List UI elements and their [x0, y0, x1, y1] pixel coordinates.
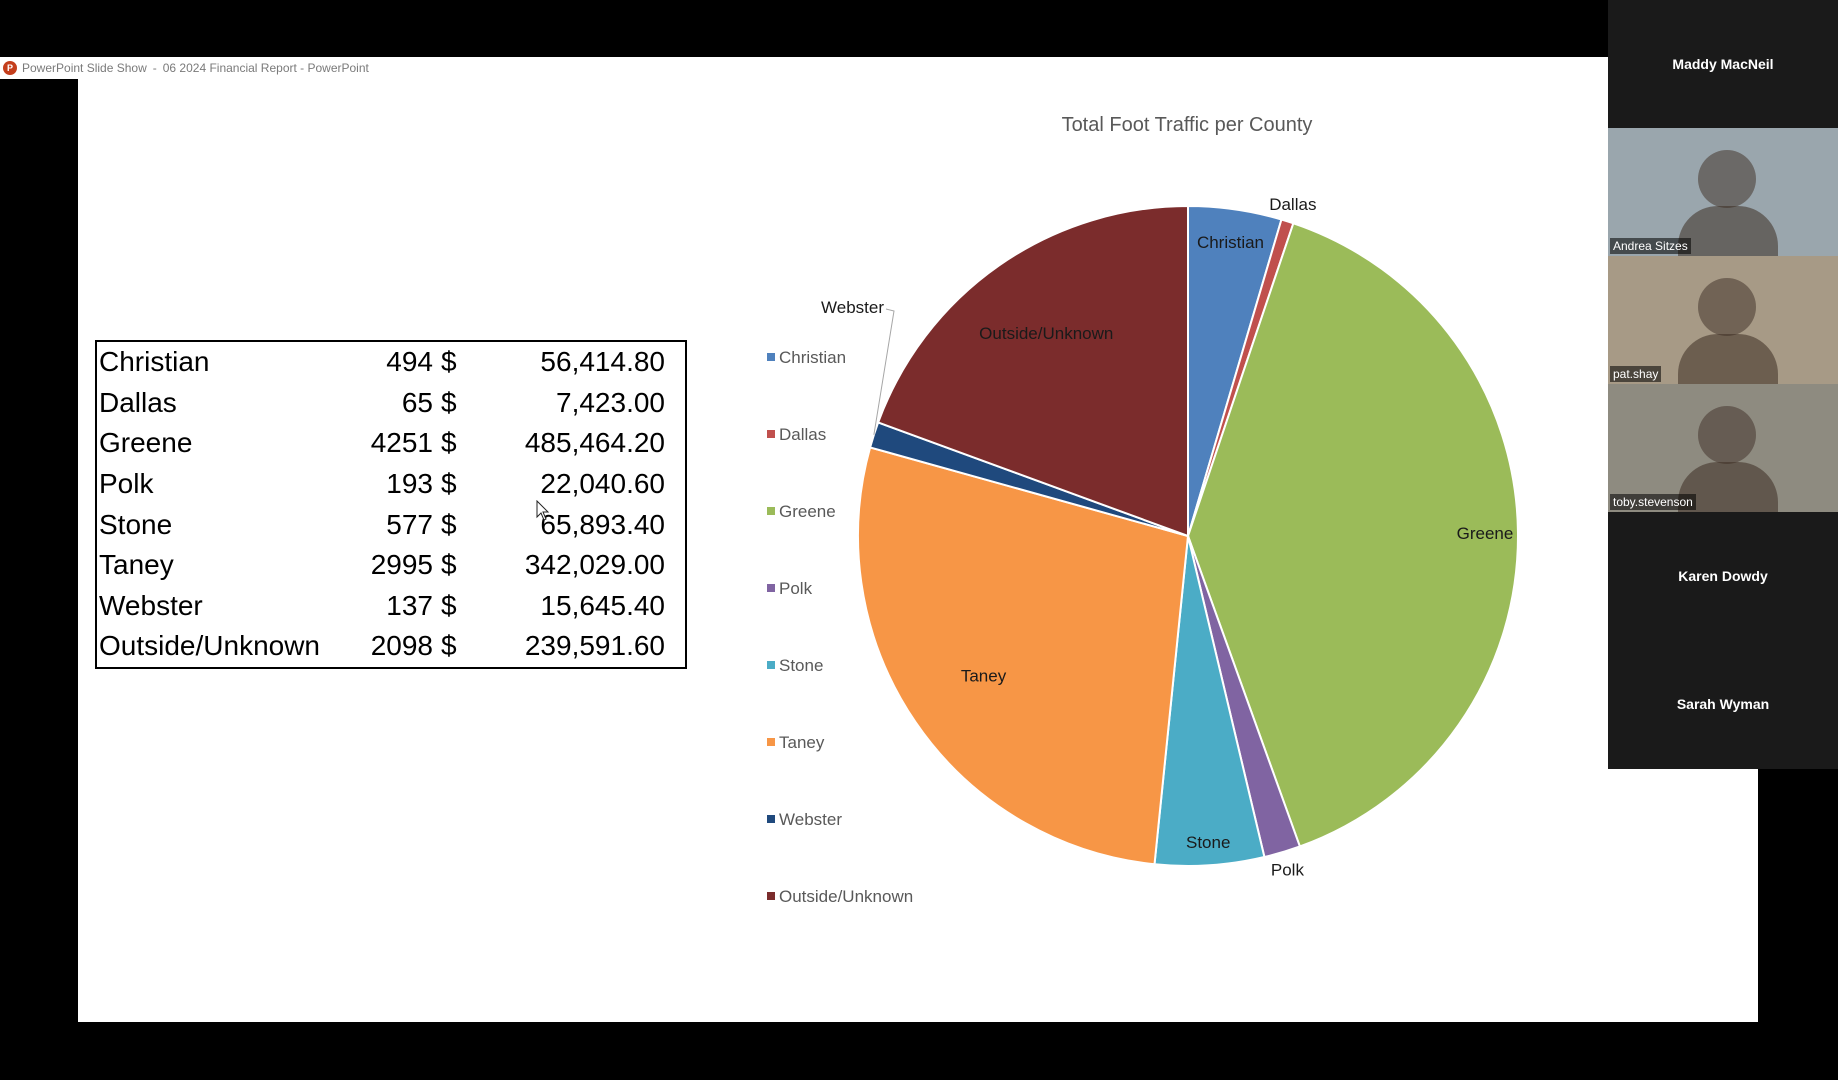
table-row: Dallas 65 $7,423.00: [96, 383, 686, 424]
data-label: Taney: [961, 666, 1007, 685]
participant-name: toby.stevenson: [1610, 494, 1696, 510]
participant-tile[interactable]: Karen Dowdy: [1608, 512, 1838, 640]
legend-entry: Stone: [779, 656, 823, 675]
table-row: Greene 4251 $485,464.20: [96, 423, 686, 464]
county-cell: Outside/Unknown: [99, 630, 321, 662]
amount-cell: 15,645.40: [540, 589, 665, 621]
data-label: Greene: [1457, 524, 1514, 543]
pie-slice-outside-unknown: [876, 204, 1189, 538]
legend-swatch: [767, 353, 775, 361]
legend-swatch: [767, 738, 775, 746]
legend-entry: Outside/Unknown: [779, 887, 913, 906]
participant-name: Sarah Wyman: [1676, 696, 1770, 712]
county-cell: Taney: [99, 549, 174, 581]
legend-entry: Greene: [779, 502, 836, 521]
count-cell: 65: [401, 386, 433, 418]
slide[interactable]: Christian 494 $56,414.80 Dallas 65 $7,423.00 G…: [78, 79, 1758, 1022]
legend-swatch: [767, 892, 775, 900]
count-cell: 494: [386, 346, 433, 378]
legend-entry: Polk: [779, 579, 813, 598]
amount-cell: 56,414.80: [540, 346, 665, 378]
pie-slice-greene: [1186, 221, 1519, 848]
pie-data-labels: Christian Dallas Greene Polk Stone Taney Webst…: [821, 195, 1513, 879]
legend-swatch: [767, 430, 775, 438]
table-row: Christian 494 $56,414.80: [96, 341, 686, 383]
participant-body-shape: [1678, 334, 1778, 384]
table-row: Stone 577 $65,893.40: [96, 504, 686, 545]
data-label: Outside/Unknown: [979, 324, 1113, 343]
county-cell: Webster: [99, 589, 203, 621]
amount-cell: 7,423.00: [556, 386, 665, 418]
count-cell: 193: [386, 468, 433, 500]
count-cell: 2098: [370, 630, 433, 662]
count-cell: 577: [386, 508, 433, 540]
participant-name: pat.shay: [1610, 366, 1662, 382]
participant-tile[interactable]: Sarah Wyman: [1608, 640, 1838, 768]
legend-entry: Webster: [779, 810, 842, 829]
table-row: Polk 193 $22,040.60: [96, 464, 686, 505]
participant-video-feed: [1698, 150, 1756, 208]
pie-chart: Total Foot Traffic per County Christian D…: [767, 114, 1519, 906]
county-cell: Christian: [99, 346, 210, 378]
amount-cell: 22,040.60: [540, 468, 665, 500]
data-label: Christian: [1197, 233, 1264, 252]
count-cell: 4251: [370, 427, 433, 459]
data-label: Webster: [821, 298, 884, 317]
app-name: PowerPoint Slide Show: [22, 61, 147, 75]
data-label: Polk: [1271, 860, 1305, 879]
currency-cell: $: [441, 346, 457, 378]
window-titlebar: P PowerPoint Slide Show - 06 2024 Financ…: [0, 57, 1608, 79]
participant-panel: Maddy MacNeil Andrea Sitzes pat.shay toby.s…: [1608, 0, 1838, 769]
amount-cell: 485,464.20: [524, 427, 665, 459]
county-cell: Polk: [99, 468, 154, 500]
participant-body-shape: [1678, 206, 1778, 256]
data-label: Stone: [1186, 833, 1230, 852]
legend-entry: Dallas: [779, 425, 826, 444]
document-title: 06 2024 Financial Report - PowerPoint: [162, 61, 369, 75]
participant-name: Karen Dowdy: [1678, 568, 1768, 584]
currency-cell: $: [441, 549, 457, 581]
chart-title: Total Foot Traffic per County: [1062, 114, 1313, 136]
currency-cell: $: [441, 630, 457, 662]
county-cell: Greene: [99, 427, 193, 459]
table-row: Webster 137 $15,645.40: [96, 586, 686, 627]
leader-line: [873, 308, 895, 435]
amount-cell: 239,591.60: [524, 630, 665, 662]
participant-video-feed: [1698, 278, 1756, 336]
county-cell: Dallas: [99, 386, 177, 418]
currency-cell: $: [441, 386, 457, 418]
mouse-cursor-icon: [536, 500, 550, 521]
participant-name: Maddy MacNeil: [1672, 56, 1774, 72]
amount-cell: 342,029.00: [524, 549, 665, 581]
legend-entry: Christian: [779, 348, 846, 367]
legend-swatch: [767, 661, 775, 669]
county-data-table: Christian 494 $56,414.80 Dallas 65 $7,423.00 G…: [95, 340, 687, 669]
participant-tile[interactable]: pat.shay: [1608, 256, 1838, 384]
data-label: Dallas: [1269, 195, 1316, 214]
currency-cell: $: [441, 427, 457, 459]
participant-tile[interactable]: toby.stevenson: [1608, 384, 1838, 512]
legend-swatch: [767, 507, 775, 515]
currency-cell: $: [441, 589, 457, 621]
amount-cell: 65,893.40: [540, 508, 665, 540]
legend-swatch: [767, 584, 775, 592]
participant-video-feed: [1698, 406, 1756, 464]
participant-tile[interactable]: Maddy MacNeil: [1608, 0, 1838, 128]
table-row: Outside/Unknown 2098 $239,591.60: [96, 626, 686, 668]
count-cell: 137: [386, 589, 433, 621]
legend-swatch: [767, 815, 775, 823]
count-cell: 2995: [370, 549, 433, 581]
powerpoint-icon: P: [3, 61, 17, 75]
title-separator: -: [152, 61, 157, 75]
legend-entry: Taney: [779, 733, 825, 752]
pie-slice-taney: [857, 446, 1190, 866]
participant-tile[interactable]: Andrea Sitzes: [1608, 128, 1838, 256]
participant-name: Andrea Sitzes: [1610, 238, 1691, 254]
pie-slices: [857, 204, 1519, 867]
currency-cell: $: [441, 468, 457, 500]
table-row: Taney 2995 $342,029.00: [96, 545, 686, 586]
county-cell: Stone: [99, 508, 173, 540]
currency-cell: $: [441, 508, 457, 540]
chart-legend: Christian Dallas Greene Polk Stone Taney Webst…: [767, 348, 913, 906]
